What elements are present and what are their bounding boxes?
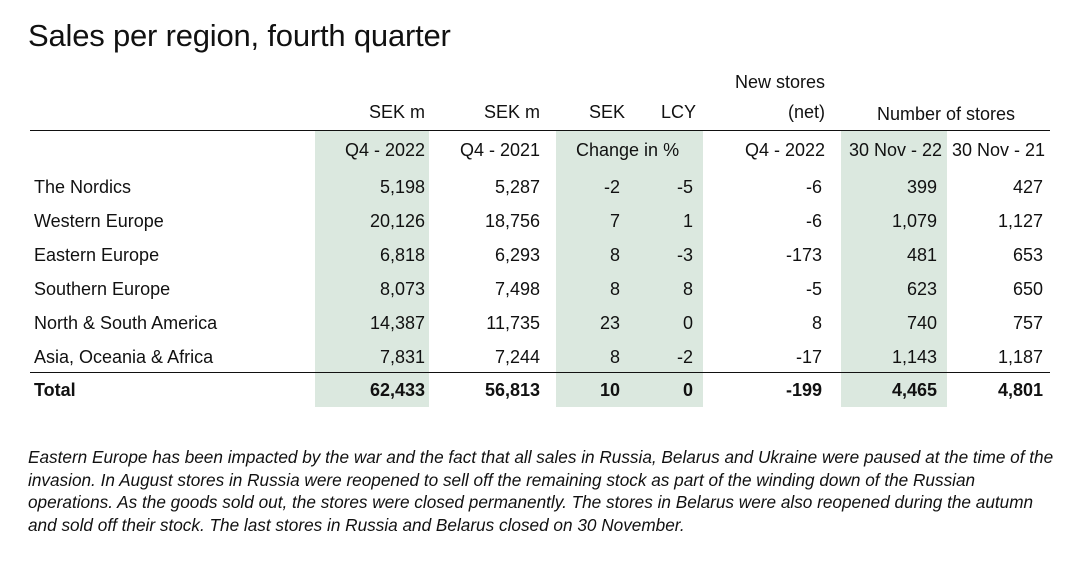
- cell-q4-2022: 6,818: [379, 245, 425, 265]
- cell-change-lcy: 0: [682, 313, 693, 333]
- cell-change-lcy: -2: [676, 347, 693, 367]
- total-cell-region: Total: [34, 380, 76, 400]
- cell-region: North & South America: [34, 313, 218, 333]
- cell-stores-2021: 653: [1012, 245, 1043, 265]
- header-change-in-pct: Change in %: [576, 140, 680, 160]
- cell-change-sek: 8: [609, 245, 620, 265]
- cell-region: Eastern Europe: [34, 245, 160, 265]
- total-cell-q4-2022: 62,433: [369, 380, 425, 400]
- cell-stores-2022: 1,079: [891, 211, 937, 231]
- cell-region: Asia, Oceania & Africa: [34, 347, 214, 367]
- total-cell-new-stores: -199: [785, 380, 822, 400]
- total-cell-q4-2021: 56,813: [484, 380, 540, 400]
- cell-stores-2021: 1,187: [997, 347, 1043, 367]
- cell-q4-2022: 5,198: [379, 177, 425, 197]
- cell-change-lcy: 8: [682, 279, 693, 299]
- footnote: Eastern Europe has been impacted by the …: [28, 447, 1054, 535]
- header-q4-2021: Q4 - 2021: [459, 140, 540, 160]
- header-q4-2022: Q4 - 2022: [344, 140, 425, 160]
- cell-change-sek: 8: [609, 347, 620, 367]
- cell-q4-2021: 5,287: [494, 177, 540, 197]
- cell-stores-2022: 481: [906, 245, 937, 265]
- header-unit-lcy: LCY: [660, 102, 696, 122]
- cell-region: Western Europe: [34, 211, 164, 231]
- cell-stores-2022: 399: [906, 177, 937, 197]
- total-cell-change-lcy: 0: [682, 380, 693, 400]
- shade-stores-2022: [841, 131, 947, 407]
- cell-change-sek: 8: [609, 279, 620, 299]
- cell-q4-2022: 8,073: [379, 279, 425, 299]
- rule-header: [30, 130, 1050, 131]
- cell-q4-2021: 7,498: [494, 279, 540, 299]
- cell-stores-2022: 623: [906, 279, 937, 299]
- cell-change-lcy: 1: [682, 211, 693, 231]
- cell-q4-2022: 14,387: [369, 313, 425, 333]
- rule-total: [30, 372, 1050, 373]
- cell-q4-2021: 7,244: [494, 347, 540, 367]
- cell-new-stores: 8: [811, 313, 822, 333]
- header-new-stores-period: Q4 - 2022: [744, 140, 825, 160]
- header-new-stores-line2: (net): [787, 102, 825, 122]
- header-new-stores-line1: New stores: [734, 72, 825, 92]
- cell-change-sek: -2: [603, 177, 620, 197]
- total-cell-change-sek: 10: [599, 380, 620, 400]
- cell-new-stores: -6: [805, 211, 822, 231]
- cell-region: The Nordics: [34, 177, 132, 197]
- header-stores-date-2021: 30 Nov - 21: [951, 140, 1045, 160]
- shade-change: [556, 131, 703, 407]
- cell-new-stores: -6: [805, 177, 822, 197]
- cell-q4-2022: 7,831: [379, 347, 425, 367]
- cell-region: Southern Europe: [34, 279, 171, 299]
- cell-stores-2021: 427: [1012, 177, 1043, 197]
- cell-change-lcy: -5: [676, 177, 693, 197]
- cell-stores-2021: 650: [1012, 279, 1043, 299]
- cell-q4-2021: 11,735: [486, 313, 540, 333]
- cell-stores-2022: 740: [906, 313, 937, 333]
- total-cell-stores-2021: 4,801: [997, 380, 1043, 400]
- header-unit-sek: SEK: [588, 102, 625, 122]
- cell-new-stores: -5: [805, 279, 822, 299]
- shade-q4-2022: [315, 131, 429, 407]
- header-unit-sek-m-2021: SEK m: [483, 102, 540, 122]
- page-title: Sales per region, fourth quarter: [28, 18, 451, 53]
- header-stores-date-2022: 30 Nov - 22: [848, 140, 942, 160]
- cell-change-sek: 7: [609, 211, 620, 231]
- cell-q4-2021: 18,756: [484, 211, 540, 231]
- total-cell-stores-2022: 4,465: [891, 380, 937, 400]
- cell-change-sek: 23: [599, 313, 620, 333]
- cell-stores-2021: 757: [1012, 313, 1043, 333]
- cell-stores-2022: 1,143: [891, 347, 937, 367]
- header-number-of-stores: Number of stores: [876, 104, 1016, 124]
- cell-stores-2021: 1,127: [997, 211, 1043, 231]
- cell-new-stores: -173: [785, 245, 822, 265]
- cell-q4-2021: 6,293: [494, 245, 540, 265]
- cell-change-lcy: -3: [676, 245, 693, 265]
- cell-new-stores: -17: [795, 347, 822, 367]
- header-unit-sek-m-2022: SEK m: [368, 102, 425, 122]
- cell-q4-2022: 20,126: [369, 211, 425, 231]
